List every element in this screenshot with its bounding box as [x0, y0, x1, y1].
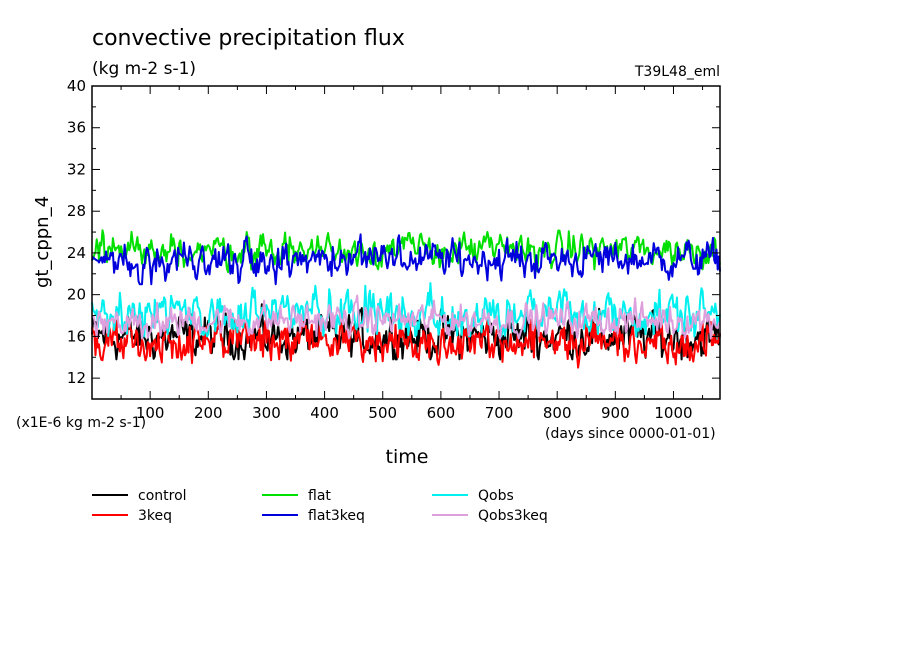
x-tick-label: 1000: [654, 404, 692, 422]
x-tick-label: 800: [543, 404, 572, 422]
y-tick-label: 40: [67, 77, 86, 95]
series-line-flat3keq: [91, 233, 721, 286]
legend-label-flat3keq: flat3keq: [308, 508, 365, 524]
chart-title: convective precipitation flux: [92, 26, 405, 51]
legend-label-Qobs: Qobs: [478, 488, 514, 504]
x-units-note: (days since 0000-01-01): [545, 426, 716, 442]
series-line-Qobs: [91, 282, 721, 338]
series-line-Qobs3keq: [91, 294, 721, 340]
y-tick-label: 16: [67, 327, 86, 345]
y-tick-label: 24: [67, 244, 86, 262]
y-tick-label: 12: [67, 369, 86, 387]
run-label: T39L48_eml: [634, 64, 720, 80]
x-tick-label: 700: [485, 404, 514, 422]
legend-label-flat: flat: [308, 488, 331, 504]
x-tick-label: 100: [136, 404, 165, 422]
y-tick-label: 28: [67, 202, 86, 220]
chart-subtitle: (kg m-2 s-1): [92, 59, 196, 79]
x-tick-label: 600: [427, 404, 456, 422]
x-tick-label: 200: [194, 404, 223, 422]
y-tick-label: 32: [67, 160, 86, 178]
y-tick-label: 36: [67, 119, 86, 137]
plot-frame: [91, 85, 721, 400]
x-tick-label: 900: [601, 404, 630, 422]
y-scale-note: (x1E-6 kg m-2 s-1): [16, 415, 146, 431]
x-axis-label: time: [386, 446, 429, 468]
y-axis-label: gt_cppn_4: [32, 196, 53, 288]
x-tick-label: 500: [368, 404, 397, 422]
series-layer: [91, 229, 721, 369]
legend: control 3keq flat flat3keq Qobs Qobs3keq: [92, 488, 548, 524]
x-tick-label: 400: [310, 404, 339, 422]
legend-label-3keq: 3keq: [138, 508, 172, 524]
legend-label-Qobs3keq: Qobs3keq: [478, 508, 548, 524]
x-tick-label: 300: [252, 404, 281, 422]
legend-label-control: control: [138, 488, 187, 504]
axis-layer: 12 16 20 24 28 32 36 40 100 200 300 400 500 600 700 800…: [67, 77, 720, 422]
y-tick-label: 20: [67, 286, 86, 304]
